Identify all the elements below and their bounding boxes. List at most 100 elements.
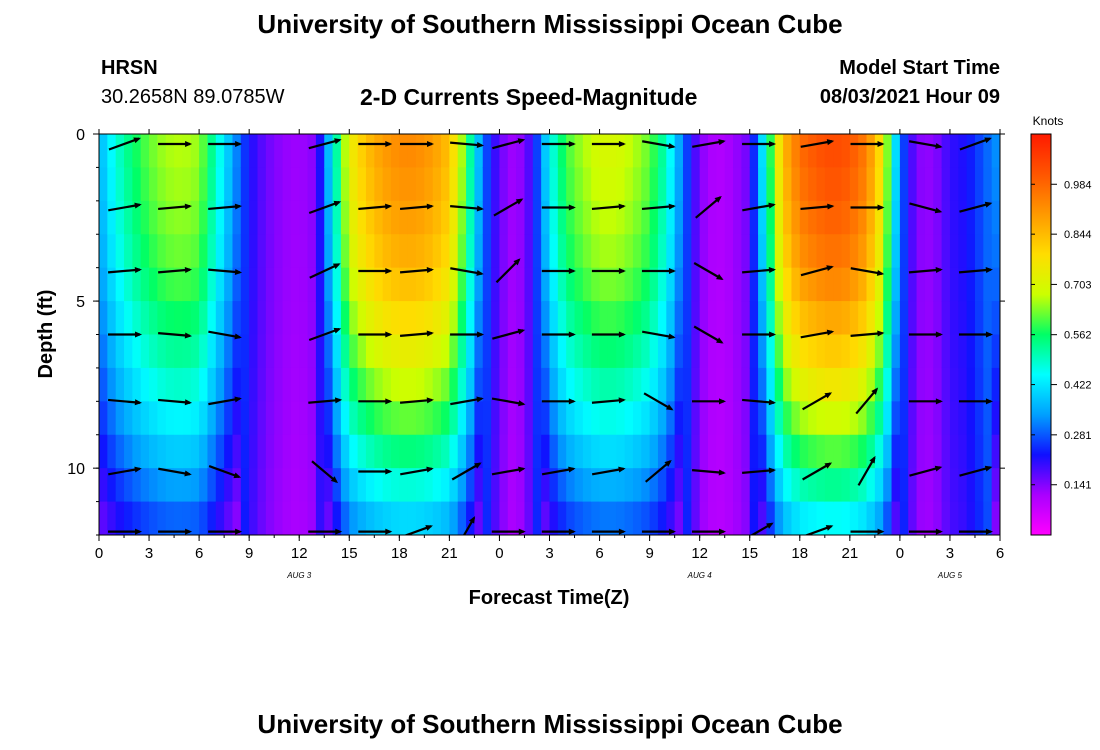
heatmap-cell xyxy=(299,468,309,503)
heatmap-cell xyxy=(641,200,651,235)
heatmap-cell xyxy=(632,267,642,302)
heatmap-cell xyxy=(340,301,350,336)
heatmap-cell xyxy=(916,167,926,202)
heatmap-cell xyxy=(390,301,400,336)
heatmap-cell xyxy=(240,167,250,202)
heatmap-cell xyxy=(974,501,984,535)
heatmap-cell xyxy=(207,501,217,535)
heatmap-cell xyxy=(749,501,759,535)
heatmap-cell xyxy=(791,501,801,535)
heatmap-cell xyxy=(149,468,158,503)
heatmap-cell xyxy=(591,401,601,436)
heatmap-cell xyxy=(516,301,526,336)
heatmap-cell xyxy=(382,501,392,535)
x-tick-label: 15 xyxy=(741,545,758,562)
current-arrow xyxy=(308,397,343,404)
heatmap-cell xyxy=(215,334,225,369)
heatmap-cell xyxy=(315,167,325,202)
heatmap-cell xyxy=(390,134,400,169)
heatmap-cell xyxy=(107,301,117,336)
heatmap-cell xyxy=(357,434,367,469)
heatmap-cell xyxy=(132,434,142,469)
heatmap-cell xyxy=(474,301,484,336)
heatmap-cell xyxy=(899,434,909,469)
heatmap-cell xyxy=(332,501,342,535)
heatmap-cell xyxy=(416,434,425,469)
heatmap-cell xyxy=(466,367,476,402)
heatmap-cell xyxy=(524,401,534,436)
heatmap-cell xyxy=(591,334,601,369)
heatmap-cell xyxy=(766,334,776,369)
heatmap-cell xyxy=(507,267,517,302)
heatmap-cell xyxy=(774,468,784,503)
current-arrow xyxy=(208,330,242,340)
heatmap-cell xyxy=(774,134,784,169)
heatmap-cell xyxy=(641,334,651,369)
current-arrow xyxy=(591,466,626,476)
heatmap-cell xyxy=(190,367,200,402)
current-vector-arrows xyxy=(107,137,993,535)
heatmap-cell xyxy=(849,234,859,269)
heatmap-cell xyxy=(315,468,325,503)
heatmap-cell xyxy=(557,301,567,336)
current-arrow xyxy=(108,137,141,151)
heatmap-cell xyxy=(632,501,642,535)
heatmap-cell xyxy=(649,334,659,369)
current-arrow xyxy=(358,268,393,275)
heatmap-cell xyxy=(390,501,400,535)
heatmap-cell xyxy=(374,200,384,235)
heatmap-cell xyxy=(365,401,375,436)
heatmap-cell xyxy=(157,367,167,402)
heatmap-cell xyxy=(582,434,592,469)
heatmap-cell xyxy=(349,401,359,436)
heatmap-cell xyxy=(783,267,793,302)
current-arrow xyxy=(850,141,885,148)
heatmap-cell xyxy=(733,434,742,469)
heatmap-cell xyxy=(516,468,526,503)
heatmap-cell xyxy=(691,401,701,436)
heatmap-cell xyxy=(649,167,659,202)
heatmap-cell xyxy=(766,401,776,436)
heatmap-cell xyxy=(390,468,400,503)
heatmap-cell xyxy=(224,200,234,235)
heatmap-cell xyxy=(941,200,951,235)
heatmap-cell xyxy=(966,401,976,436)
heatmap-cell xyxy=(340,234,350,269)
current-arrow xyxy=(591,203,626,211)
heatmap-cell xyxy=(182,200,192,235)
current-arrow xyxy=(158,467,192,477)
heatmap-cell xyxy=(657,134,667,169)
heatmap-cell xyxy=(424,267,434,302)
heatmap-cell xyxy=(674,234,684,269)
heatmap-cell xyxy=(274,468,284,503)
heatmap-cell xyxy=(616,468,626,503)
heatmap-cell xyxy=(599,267,609,302)
heatmap-cell xyxy=(324,501,334,535)
heatmap-cell xyxy=(491,501,501,535)
heatmap-cell xyxy=(149,434,158,469)
heatmap-cell xyxy=(808,501,818,535)
heatmap-cell xyxy=(290,267,300,302)
heatmap-cell xyxy=(599,334,609,369)
heatmap-cell xyxy=(791,267,801,302)
y-tick-label: 5 xyxy=(76,294,85,311)
heatmap-cell xyxy=(507,167,517,202)
heatmap-cell xyxy=(733,234,742,269)
heatmap-cell xyxy=(966,501,976,535)
heatmap-cell xyxy=(966,367,976,402)
heatmap-cell xyxy=(249,167,259,202)
heatmap-cell xyxy=(482,334,492,369)
heatmap-cell xyxy=(491,468,501,503)
heatmap-cell xyxy=(607,434,617,469)
heatmap-cell xyxy=(557,234,567,269)
heatmap-cell xyxy=(924,134,934,169)
heatmap-cell xyxy=(382,367,392,402)
heatmap-cell xyxy=(165,434,175,469)
heatmap-cell xyxy=(157,267,167,302)
current-arrow xyxy=(850,330,885,337)
heatmap-cell xyxy=(716,200,726,235)
current-arrow xyxy=(403,525,433,535)
heatmap-cell xyxy=(983,468,993,503)
heatmap-cell xyxy=(941,434,951,469)
current-arrow xyxy=(959,465,993,477)
